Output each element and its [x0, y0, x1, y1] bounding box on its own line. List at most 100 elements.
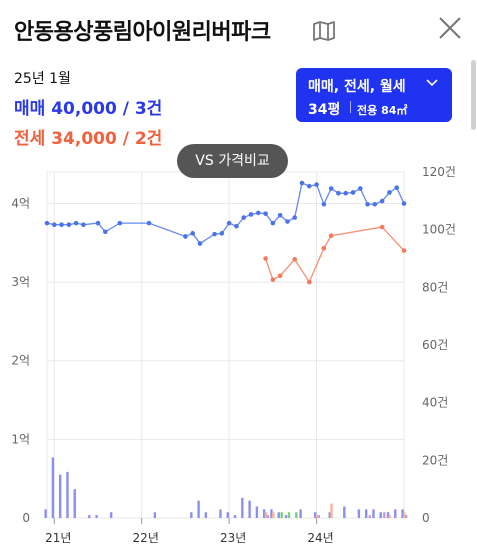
- data-point-trade: [292, 215, 298, 220]
- volume-bar-trade: [44, 509, 47, 518]
- data-point-trade: [146, 220, 152, 226]
- volume-bar-trade: [372, 509, 375, 518]
- jeonse-summary: 전세 34,000 / 2건: [14, 129, 163, 149]
- data-point-trade: [299, 180, 305, 186]
- volume-bar-trade: [357, 509, 361, 518]
- divider: [350, 101, 351, 113]
- data-point-trade: [226, 220, 232, 226]
- data-point-trade: [95, 220, 101, 226]
- data-point-trade: [81, 222, 86, 227]
- volume-bar-monthly: [287, 512, 291, 518]
- y-right-tick-label: 60건: [422, 338, 448, 352]
- volume-bar-trade: [343, 506, 346, 518]
- period-label: 25년 1월: [14, 71, 71, 87]
- price-volume-chart: 0 1억 2억 3억 4억 0 20건 40건 60건 80건 100건 120건 21년 22년 23년 2…: [11, 165, 456, 545]
- data-point-trade: [285, 219, 290, 224]
- close-icon[interactable]: [436, 14, 464, 42]
- volume-bar-trade: [284, 515, 288, 518]
- data-point-trade: [372, 201, 378, 207]
- volume-bar-trade: [204, 512, 208, 518]
- data-point-trade: [212, 231, 217, 237]
- volume-bar-other: [383, 512, 386, 518]
- volume-bar-trade: [364, 509, 368, 518]
- chevron-down-icon: [426, 79, 438, 87]
- series-line-jeonse: [264, 226, 405, 284]
- data-point-trade: [387, 190, 392, 195]
- volume-bar-jeonse: [315, 515, 319, 518]
- volume-bar-monthly: [295, 512, 298, 518]
- data-point-trade: [190, 231, 196, 236]
- volume-bar-trade: [88, 515, 91, 518]
- volume-bar-trade: [233, 515, 237, 518]
- data-point-trade: [401, 201, 407, 206]
- data-point-jeonse: [379, 224, 385, 230]
- data-point-trade: [350, 190, 356, 195]
- y-left-tick-label: 0: [22, 511, 30, 525]
- volume-bar-jeonse: [403, 512, 406, 518]
- volume-bar-jeonse: [330, 503, 333, 518]
- y-left-tick-label: 2억: [11, 354, 30, 368]
- data-point-trade: [343, 190, 349, 196]
- volume-bar-trade: [277, 512, 280, 518]
- volume-bar-trade: [66, 471, 69, 518]
- volume-bar-trade: [313, 512, 317, 518]
- scrollbar[interactable]: [471, 60, 476, 130]
- volume-bar-trade: [51, 457, 55, 518]
- volume-bar-trade: [379, 512, 382, 518]
- deal-type-label: 매매, 전세, 월세: [308, 79, 406, 95]
- data-point-trade: [306, 183, 312, 189]
- volume-bar-other: [266, 515, 269, 518]
- data-point-trade: [379, 198, 385, 204]
- data-point-trade: [277, 212, 283, 218]
- plot-frame: [46, 171, 405, 519]
- x-tick-label: 23년: [220, 531, 246, 545]
- map-icon[interactable]: [312, 20, 336, 42]
- data-point-jeonse: [328, 233, 334, 238]
- data-point-trade: [44, 220, 50, 226]
- deal-type-filter[interactable]: 매매, 전세, 월세 34평 전용 84㎡: [296, 68, 452, 122]
- volume-bar-trade: [226, 512, 229, 518]
- volume-bar-trade: [394, 509, 397, 518]
- volume-bar-trade: [401, 509, 404, 518]
- volume-bar-other: [405, 515, 408, 518]
- data-point-trade: [241, 215, 247, 220]
- data-point-trade: [73, 220, 79, 226]
- area-exclusive: 전용 84㎡: [357, 104, 408, 117]
- volume-bar-trade: [95, 515, 98, 518]
- data-point-trade: [321, 201, 327, 207]
- y-left-tick-label: 1억: [11, 432, 30, 446]
- data-point-trade: [314, 182, 319, 187]
- data-point-trade: [336, 190, 341, 196]
- y-right-tick-label: 100건: [422, 223, 456, 237]
- series-line-trade: [46, 182, 405, 245]
- volume-bar-trade: [58, 474, 62, 518]
- data-point-jeonse: [277, 273, 283, 279]
- volume-bar-trade: [153, 512, 157, 518]
- data-point-trade: [102, 229, 108, 235]
- data-point-trade: [248, 212, 254, 217]
- volume-bar-other: [368, 515, 371, 518]
- y-right-tick-label: 80건: [422, 280, 448, 294]
- data-point-trade: [255, 210, 261, 216]
- volume-bar-jeonse: [272, 512, 275, 518]
- volume-bar-jeonse: [264, 512, 268, 518]
- data-point-jeonse: [321, 245, 327, 251]
- y-right-tick-label: 0: [422, 511, 430, 525]
- area-pyeong: 34평: [308, 102, 341, 118]
- data-point-jeonse: [401, 248, 407, 253]
- x-tick-label: 24년: [307, 531, 333, 545]
- volume-bar-trade: [299, 509, 302, 518]
- volume-bar-trade: [73, 489, 76, 518]
- data-point-trade: [263, 211, 268, 216]
- volume-bar-trade: [219, 509, 222, 518]
- x-tick-label: 22년: [133, 531, 159, 545]
- volume-bar-trade: [190, 512, 193, 518]
- volume-bar-trade: [386, 512, 390, 518]
- x-tick-label: 21년: [45, 531, 71, 545]
- data-point-trade: [328, 186, 334, 191]
- data-point-trade: [183, 234, 188, 239]
- volume-bar-trade: [262, 509, 266, 518]
- compare-price-button[interactable]: VS 가격비교: [177, 144, 288, 178]
- y-right-tick-label: 120건: [422, 165, 456, 179]
- data-point-trade: [357, 186, 363, 191]
